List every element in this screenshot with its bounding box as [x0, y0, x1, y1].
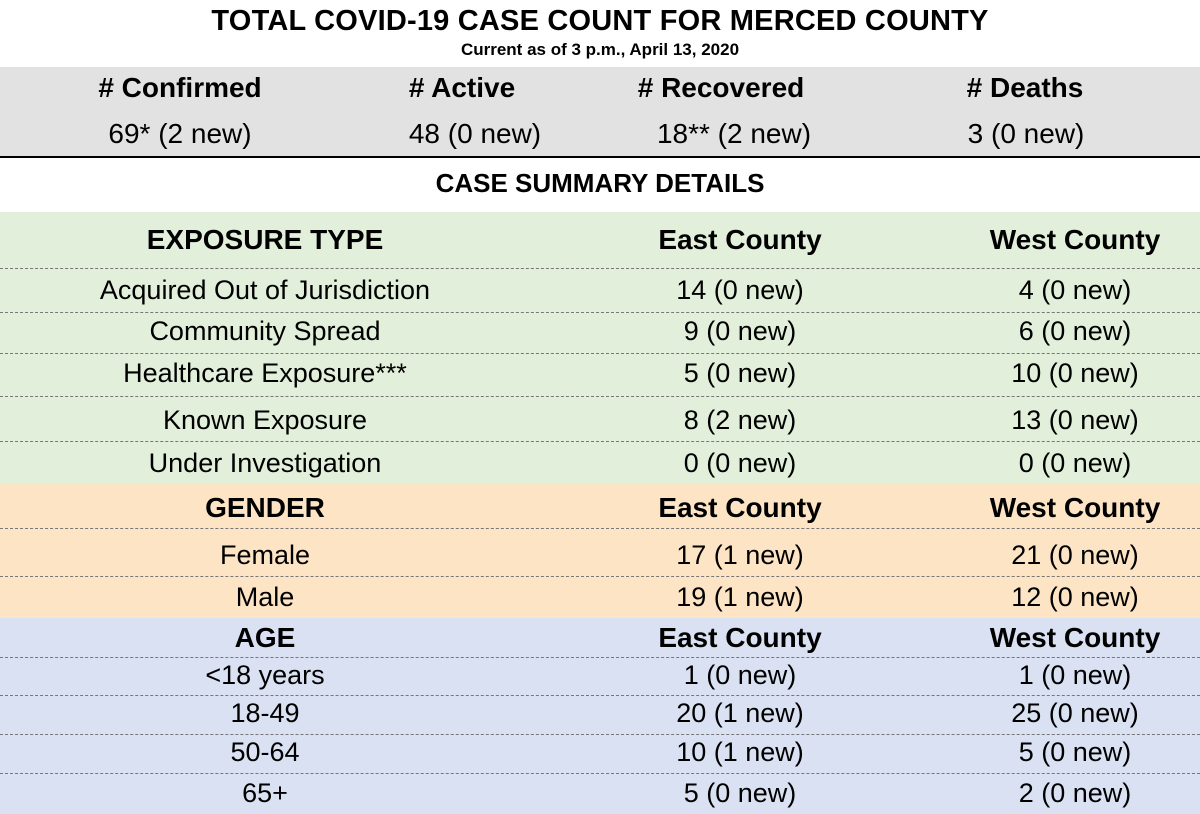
row-label: Community Spread: [149, 316, 381, 346]
confirmed-label: # Confirmed: [98, 72, 262, 103]
west-county-header: West County: [989, 492, 1161, 523]
row-label: Male: [235, 582, 295, 612]
deaths-value: 3 (0 new): [967, 118, 1085, 149]
row-label: <18 years: [205, 660, 325, 690]
west-county-header: West County: [989, 224, 1161, 255]
west-value: 6 (0 new): [1018, 316, 1132, 346]
east-value: 14 (0 new): [676, 275, 804, 305]
east-value: 10 (1 new): [676, 737, 804, 767]
row-label: Acquired Out of Jurisdiction: [99, 275, 431, 305]
row-label: 50-64: [230, 737, 300, 767]
exposure-section: EXPOSURE TYPE East County West County Ac…: [0, 212, 1200, 484]
west-value: 12 (0 new): [1011, 582, 1139, 612]
east-value: 17 (1 new): [676, 540, 804, 570]
west-value: 2 (0 new): [1018, 778, 1132, 808]
page-title: TOTAL COVID-19 CASE COUNT FOR MERCED COU…: [211, 5, 989, 37]
age-header-row: AGE East County West County: [0, 622, 1200, 658]
west-value: 21 (0 new): [1011, 540, 1139, 570]
exposure-type-header: EXPOSURE TYPE: [146, 224, 384, 255]
gender-section: GENDER East County West County Female 17…: [0, 484, 1200, 618]
row-label: 65+: [242, 778, 288, 808]
active-label: # Active: [408, 72, 516, 103]
east-value: 19 (1 new): [676, 582, 804, 612]
table-row: Healthcare Exposure*** 5 (0 new) 10 (0 n…: [0, 358, 1200, 397]
west-value: 0 (0 new): [1018, 448, 1132, 478]
confirmed-value: 69* (2 new): [108, 118, 252, 149]
exposure-header-row: EXPOSURE TYPE East County West County: [0, 224, 1200, 269]
totals-band: # Confirmed 69* (2 new) # Active 48 (0 n…: [0, 67, 1200, 158]
table-row: 18-49 20 (1 new) 25 (0 new): [0, 698, 1200, 735]
west-county-header: West County: [989, 622, 1161, 653]
east-value: 5 (0 new): [683, 358, 797, 388]
table-row: 50-64 10 (1 new) 5 (0 new): [0, 737, 1200, 774]
table-row: Community Spread 9 (0 new) 6 (0 new): [0, 316, 1200, 354]
table-row: Under Investigation 0 (0 new) 0 (0 new): [0, 448, 1200, 482]
age-section: AGE East County West County <18 years 1 …: [0, 618, 1200, 814]
east-value: 8 (2 new): [683, 405, 797, 435]
recovered-value: 18** (2 new): [656, 118, 812, 149]
table-row: 65+ 5 (0 new) 2 (0 new): [0, 778, 1200, 812]
row-label: Known Exposure: [162, 405, 368, 435]
west-value: 5 (0 new): [1018, 737, 1132, 767]
table-row: <18 years 1 (0 new) 1 (0 new): [0, 660, 1200, 696]
west-value: 13 (0 new): [1011, 405, 1139, 435]
east-county-header: East County: [658, 492, 822, 523]
east-value: 0 (0 new): [683, 448, 797, 478]
table-row: Male 19 (1 new) 12 (0 new): [0, 582, 1200, 616]
table-row: Female 17 (1 new) 21 (0 new): [0, 540, 1200, 577]
east-value: 9 (0 new): [683, 316, 797, 346]
row-label: Female: [219, 540, 311, 570]
east-value: 1 (0 new): [683, 660, 797, 690]
case-summary-title: CASE SUMMARY DETAILS: [435, 168, 765, 198]
west-value: 4 (0 new): [1018, 275, 1132, 305]
row-label: 18-49: [230, 698, 300, 728]
gender-header: GENDER: [205, 492, 325, 523]
deaths-label: # Deaths: [966, 72, 1084, 103]
active-value: 48 (0 new): [408, 118, 542, 149]
east-county-header: East County: [658, 622, 822, 653]
east-county-header: East County: [658, 224, 822, 255]
gender-header-row: GENDER East County West County: [0, 492, 1200, 529]
west-value: 25 (0 new): [1011, 698, 1139, 728]
recovered-label: # Recovered: [637, 72, 805, 103]
table-row: Acquired Out of Jurisdiction 14 (0 new) …: [0, 275, 1200, 313]
row-label: Under Investigation: [148, 448, 382, 478]
age-header: AGE: [234, 622, 296, 653]
west-value: 10 (0 new): [1011, 358, 1139, 388]
east-value: 5 (0 new): [683, 778, 797, 808]
west-value: 1 (0 new): [1018, 660, 1132, 690]
page-subtitle: Current as of 3 p.m., April 13, 2020: [460, 40, 740, 59]
row-label: Healthcare Exposure***: [123, 358, 407, 388]
east-value: 20 (1 new): [676, 698, 804, 728]
table-row: Known Exposure 8 (2 new) 13 (0 new): [0, 405, 1200, 442]
